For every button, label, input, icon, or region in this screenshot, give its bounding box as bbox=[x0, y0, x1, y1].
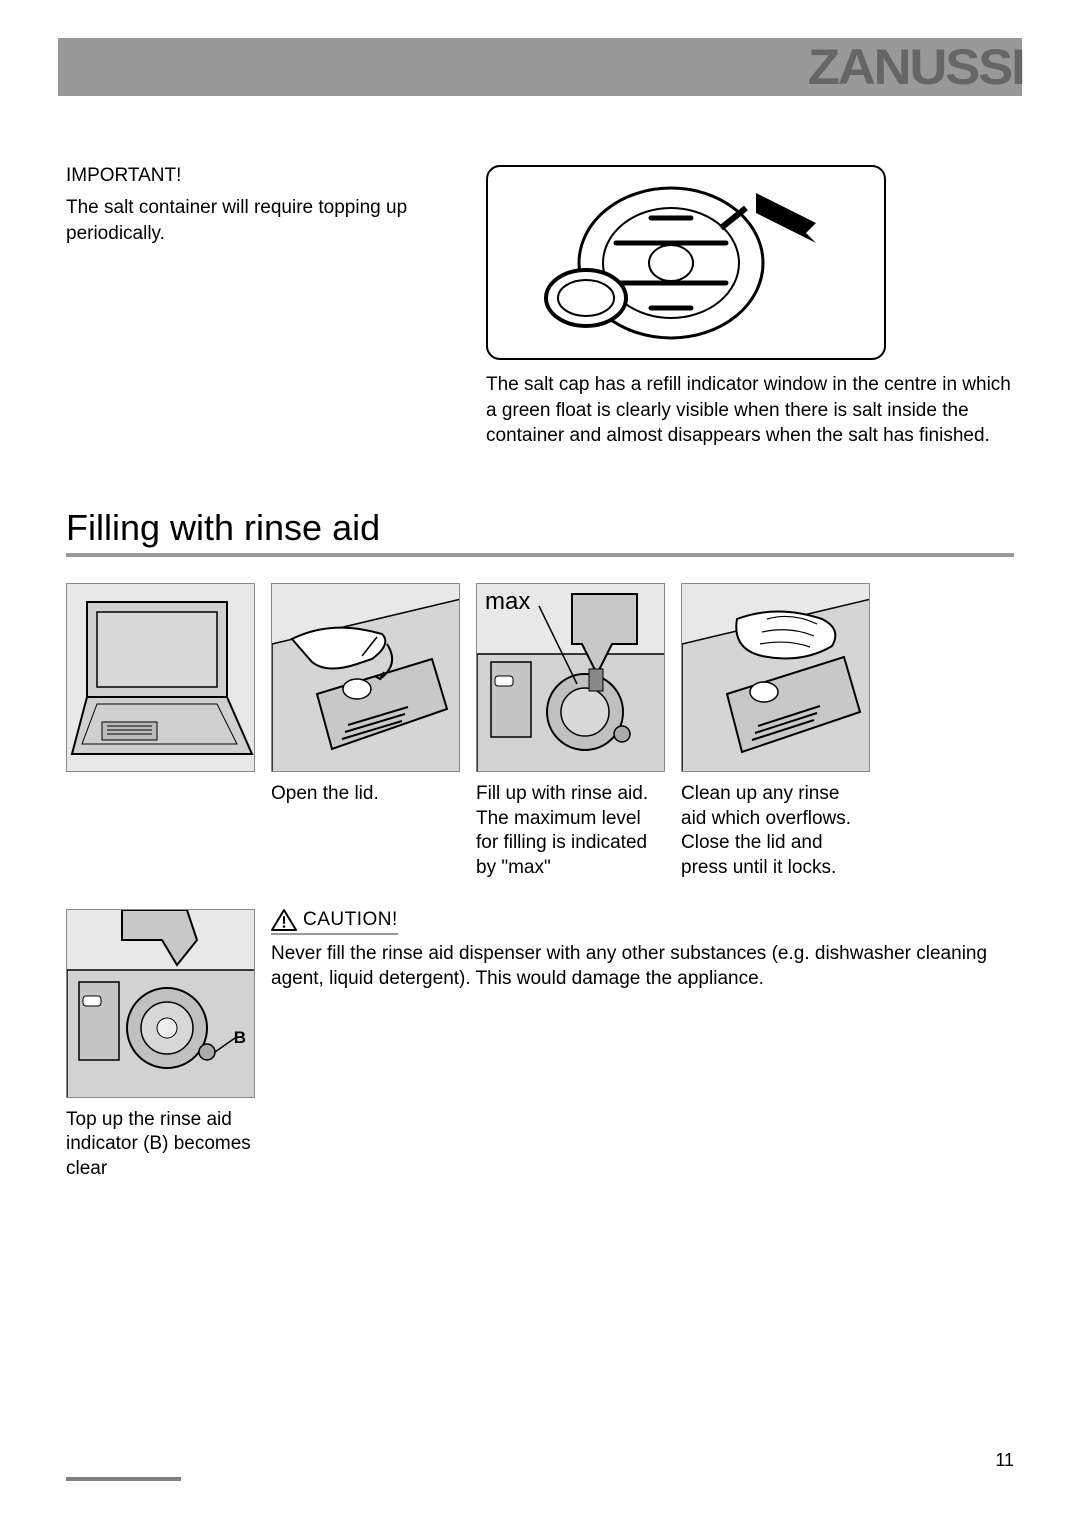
step-2: Open the lid. bbox=[271, 583, 460, 881]
important-block: IMPORTANT! The salt container will requi… bbox=[66, 165, 466, 449]
indicator-caption: Top up the rinse aid indicator (B) becom… bbox=[66, 1108, 255, 1182]
step-3-caption: Fill up with rinse aid. The maximum leve… bbox=[476, 782, 665, 881]
step-4-figure bbox=[681, 583, 870, 772]
caution-block: CAUTION! Never fill the rinse aid dispen… bbox=[271, 909, 1014, 1182]
step-2-caption: Open the lid. bbox=[271, 782, 460, 807]
brand-logo: ZANUSSI bbox=[807, 38, 1023, 96]
top-section: IMPORTANT! The salt container will requi… bbox=[66, 165, 1014, 449]
step-2-figure bbox=[271, 583, 460, 772]
indicator-figure: B bbox=[66, 909, 255, 1098]
clean-close-icon bbox=[682, 584, 870, 772]
section-title: Filling with rinse aid bbox=[66, 507, 1014, 549]
header-bar: ZANUSSI bbox=[58, 38, 1022, 96]
open-lid-icon bbox=[272, 584, 460, 772]
warning-triangle-icon bbox=[271, 909, 297, 931]
dishwasher-open-icon bbox=[67, 584, 255, 772]
important-text: The salt container will require topping … bbox=[66, 195, 466, 246]
page-content: IMPORTANT! The salt container will requi… bbox=[66, 165, 1014, 1529]
section-rule bbox=[66, 553, 1014, 557]
steps-row: Open the lid. max Fill up with ri bbox=[66, 583, 1014, 881]
caution-text: Never fill the rinse aid dispenser with … bbox=[271, 941, 1014, 992]
indicator-step: B Top up the rinse aid indicator (B) bec… bbox=[66, 909, 255, 1182]
step-4-caption: Clean up any rinse aid which overflows. … bbox=[681, 782, 870, 881]
caution-heading: CAUTION! bbox=[271, 909, 398, 935]
salt-indicator-text: The salt cap has a refill indicator wind… bbox=[486, 372, 1014, 449]
step-4: Clean up any rinse aid which overflows. … bbox=[681, 583, 870, 881]
footer-rule bbox=[66, 1477, 181, 1481]
indicator-b-label: B bbox=[234, 1028, 246, 1048]
step-1-figure bbox=[66, 583, 255, 772]
bottom-row: B Top up the rinse aid indicator (B) bec… bbox=[66, 909, 1014, 1182]
step-3-figure: max bbox=[476, 583, 665, 772]
caution-label: CAUTION! bbox=[303, 909, 398, 931]
salt-indicator-block: The salt cap has a refill indicator wind… bbox=[486, 165, 1014, 449]
max-label: max bbox=[485, 588, 530, 616]
page-number: 11 bbox=[995, 1450, 1014, 1471]
rinse-indicator-icon bbox=[67, 910, 255, 1098]
step-1 bbox=[66, 583, 255, 881]
salt-cap-figure bbox=[486, 165, 886, 360]
step-3: max Fill up with rinse aid. The maximum … bbox=[476, 583, 665, 881]
important-label: IMPORTANT! bbox=[66, 165, 466, 187]
salt-cap-icon bbox=[496, 173, 876, 353]
